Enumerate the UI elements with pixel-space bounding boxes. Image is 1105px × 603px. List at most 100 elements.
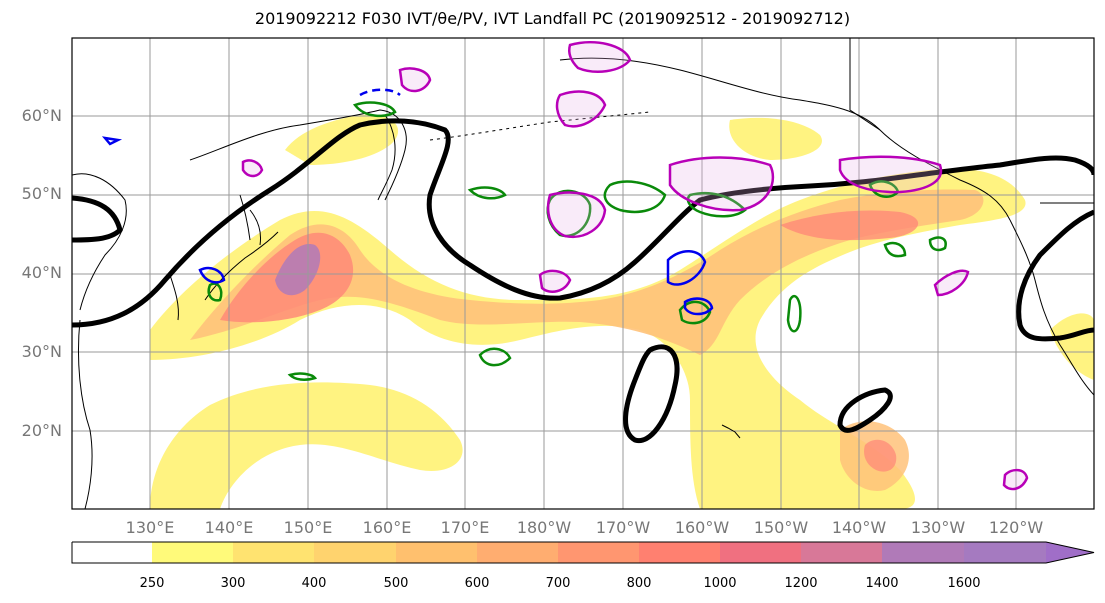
colorbar-tick-1200: 1200 — [784, 576, 818, 591]
lon-label-130w: 130°W — [910, 518, 966, 537]
pv-contours — [72, 118, 1094, 444]
lon-label-150e: 150°E — [283, 518, 333, 537]
kamchatka — [377, 114, 396, 201]
lon-label-180w: 180°W — [516, 518, 572, 537]
colorbar-bin-5 — [477, 542, 558, 563]
magenta-contour-8 — [1002, 468, 1029, 491]
asia-coast — [72, 173, 127, 509]
lat-label-60: 60°N — [21, 106, 62, 125]
magenta-contour-3 — [546, 191, 607, 239]
ivt-band-south — [150, 382, 463, 509]
lat-label-30: 30°N — [21, 342, 62, 361]
colorbar-bin-2 — [233, 542, 314, 563]
japan — [204, 209, 279, 301]
magenta-contour-5 — [555, 90, 607, 128]
colorbar — [71, 541, 1095, 564]
colorbar-tick-250: 250 — [139, 576, 165, 591]
pv-contour-asia — [72, 195, 123, 243]
blue-contour-5 — [101, 136, 123, 146]
lon-label-120w: 120°W — [988, 518, 1044, 537]
pv-contour-main — [72, 118, 1094, 328]
colorbar-tick-400: 400 — [301, 576, 327, 591]
colorbar-bin-0 — [72, 542, 152, 563]
green-contour-10 — [786, 294, 802, 333]
magenta-contour-4 — [568, 41, 632, 73]
lat-label-20: 20°N — [21, 421, 62, 440]
blue-contour-2 — [683, 297, 714, 316]
lon-label-170e: 170°E — [440, 518, 490, 537]
green-contour-6 — [478, 347, 512, 367]
lon-label-140e: 140°E — [204, 518, 254, 537]
aleutians — [429, 111, 651, 141]
blue-contour-3 — [198, 266, 226, 284]
colorbar-bin-4 — [396, 542, 477, 563]
hawaii — [721, 424, 741, 439]
green-contour-2 — [603, 180, 667, 214]
lon-label-170w: 170°W — [595, 518, 651, 537]
lon-label-160e: 160°E — [362, 518, 412, 537]
graticule — [72, 38, 1094, 509]
landfall-pc-contours — [241, 41, 1029, 491]
map-frame — [71, 37, 1095, 510]
ivt-band-high-east — [780, 210, 919, 241]
map-title: 2019092212 F030 IVT/θe/PV, IVT Landfall … — [254, 9, 851, 28]
blue-contour-1 — [666, 250, 707, 286]
magenta-contour-7 — [933, 269, 970, 297]
na-west-coast — [1009, 219, 1094, 396]
ivt-band-mid — [190, 189, 984, 355]
colorbar-bin-9 — [801, 542, 882, 563]
lon-label-130e: 130°E — [125, 518, 175, 537]
colorbar-extend-arrow — [1046, 542, 1094, 563]
colorbar-tick-500: 500 — [383, 576, 409, 591]
ivt-band-north — [285, 114, 399, 165]
magenta-contour-10 — [241, 159, 264, 178]
green-contour-13 — [207, 282, 223, 302]
alaska-coast — [559, 57, 1011, 221]
green-contour-3 — [686, 191, 747, 218]
colorbar-tick-1000: 1000 — [703, 576, 737, 591]
green-contour-8 — [883, 241, 907, 258]
colorbar-bin-1 — [152, 542, 233, 563]
ivt-band-northeast — [729, 117, 822, 160]
map-layers — [72, 38, 1094, 509]
coastlines — [72, 38, 1094, 509]
green-contour-4 — [678, 300, 712, 325]
border-alaska — [849, 38, 881, 131]
magenta-contour-6 — [538, 269, 572, 293]
korea — [169, 274, 179, 321]
pv-contour-loop-southeast — [837, 387, 893, 433]
lon-label-140w: 140°W — [831, 518, 887, 537]
blue-contours — [101, 88, 714, 316]
colorbar-tick-1400: 1400 — [865, 576, 899, 591]
russia-coast — [189, 109, 407, 201]
colorbar-bin-8 — [720, 542, 801, 563]
colorbar-bin-3 — [314, 542, 396, 563]
colorbar-tick-300: 300 — [220, 576, 246, 591]
lat-label-40: 40°N — [21, 263, 62, 282]
colorbar-tick-1600: 1600 — [947, 576, 981, 591]
colorbar-bin-11 — [964, 542, 1046, 563]
colorbar-tick-700: 700 — [545, 576, 571, 591]
sakhalin — [239, 194, 251, 241]
green-contour-11 — [352, 101, 397, 118]
magenta-contour-2 — [838, 155, 943, 194]
colorbar-tick-800: 800 — [626, 576, 652, 591]
magenta-contour-9 — [398, 67, 432, 93]
colorbar-tick-600: 600 — [464, 576, 490, 591]
green-contour-12 — [287, 372, 318, 381]
ivt-band-high-southeast — [864, 439, 897, 472]
colorbar-bin-10 — [882, 542, 964, 563]
colorbar-bin-6 — [558, 542, 639, 563]
colorbar-bin-7 — [639, 542, 720, 563]
blue-contour-4 — [359, 88, 401, 97]
lon-label-160w: 160°W — [674, 518, 730, 537]
lon-label-150w: 150°W — [753, 518, 809, 537]
lat-label-50: 50°N — [21, 184, 62, 203]
colorbar-outline — [71, 541, 1095, 564]
green-contour-5 — [467, 186, 507, 200]
green-contour-9 — [928, 236, 947, 252]
pv-contour-east — [1016, 209, 1094, 342]
ivt-core-max — [275, 244, 321, 296]
magenta-contour-1 — [668, 156, 775, 212]
